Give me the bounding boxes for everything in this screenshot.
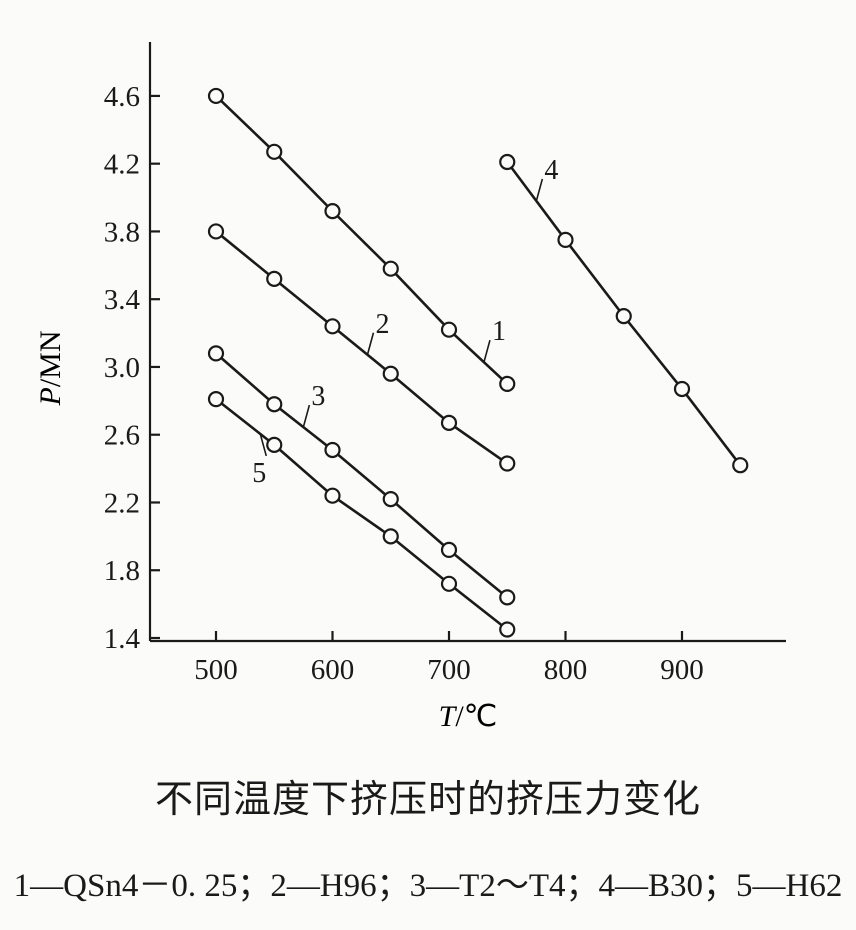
x-axis-unit: /℃ bbox=[455, 700, 497, 733]
data-point-marker bbox=[207, 345, 225, 362]
y-axis-label: P/MN bbox=[34, 330, 67, 406]
data-point-marker bbox=[440, 414, 458, 431]
y-tick-label: 3.8 bbox=[104, 216, 140, 248]
data-point-marker bbox=[673, 380, 691, 398]
data-point-marker bbox=[732, 457, 749, 474]
data-point-marker bbox=[207, 223, 225, 240]
x-tick-label: 900 bbox=[660, 654, 704, 686]
x-tick-label: 700 bbox=[427, 654, 471, 686]
data-point-marker bbox=[324, 487, 341, 504]
data-point-marker bbox=[440, 575, 458, 592]
y-tick-label: 2.6 bbox=[104, 420, 140, 452]
data-point-marker bbox=[499, 375, 516, 392]
y-axis-var: P bbox=[34, 387, 67, 406]
y-tick-label: 4.2 bbox=[104, 149, 140, 181]
y-tick-label: 3.4 bbox=[104, 284, 141, 316]
axes: 1.4 1.8 2.2 2.6 3.0 3.4 3.8 4.2 4.6 500 600 700 800 9… bbox=[104, 42, 786, 686]
series-line bbox=[215, 230, 508, 465]
series-leader-line bbox=[483, 340, 491, 363]
figure-title: 不同温度下挤压时的挤压力变化 bbox=[154, 777, 701, 821]
data-point-marker bbox=[557, 231, 574, 249]
data-point-marker bbox=[266, 270, 283, 287]
series-line bbox=[215, 352, 509, 599]
series-number-label: 4 bbox=[544, 155, 558, 186]
data-point-marker bbox=[499, 589, 516, 606]
x-axis-var: T bbox=[439, 700, 458, 733]
x-tick-label: 500 bbox=[194, 654, 238, 686]
data-point-marker bbox=[499, 455, 516, 472]
y-tick-label: 2.2 bbox=[104, 487, 140, 519]
series-number-label: 1 bbox=[492, 316, 506, 347]
data-point-marker bbox=[324, 441, 341, 459]
data-point-marker bbox=[266, 396, 283, 413]
data-point-marker bbox=[266, 143, 283, 160]
data-point-marker bbox=[440, 321, 458, 338]
y-tick-label: 1.4 bbox=[104, 623, 141, 655]
data-point-marker bbox=[207, 87, 225, 105]
data-point-marker bbox=[382, 260, 399, 277]
series-number-label: 3 bbox=[311, 381, 325, 412]
x-axis-label: T/℃ bbox=[439, 700, 498, 733]
y-tick-label: 3.0 bbox=[104, 352, 140, 384]
data-point-marker bbox=[266, 436, 283, 453]
series-number-label: 5 bbox=[252, 458, 266, 489]
data-point-marker bbox=[324, 318, 341, 335]
series-leader-line bbox=[535, 178, 544, 202]
x-tick-label: 600 bbox=[311, 654, 355, 686]
series-leader-line bbox=[366, 332, 375, 355]
data-point-marker bbox=[382, 365, 399, 382]
plot-area: 1 2 3 4 5 bbox=[207, 87, 749, 638]
series-leader-line bbox=[302, 404, 311, 428]
series-2: 2 bbox=[207, 223, 516, 472]
data-point-marker bbox=[440, 541, 458, 559]
data-point-marker bbox=[499, 621, 516, 638]
y-tick-label: 1.8 bbox=[104, 555, 140, 587]
series-4: 4 bbox=[499, 153, 749, 474]
series-number-label: 2 bbox=[375, 309, 389, 340]
data-point-marker bbox=[324, 203, 341, 220]
series-leader-line bbox=[259, 433, 268, 457]
y-axis-unit: /MN bbox=[34, 330, 67, 387]
series-line bbox=[215, 94, 509, 385]
data-point-marker bbox=[382, 490, 399, 508]
series-line bbox=[215, 398, 509, 631]
series-1: 1 bbox=[207, 87, 516, 392]
legend-text: 1—QSn4－0. 25；2—H96；3—T2～T4；4—B30；5—H62 bbox=[13, 868, 843, 904]
x-tick-label: 800 bbox=[544, 654, 588, 686]
data-point-marker bbox=[207, 391, 225, 408]
series-3: 3 bbox=[207, 345, 516, 606]
data-point-marker bbox=[382, 528, 399, 545]
data-point-marker bbox=[615, 308, 632, 325]
data-point-marker bbox=[499, 153, 516, 171]
y-tick-label: 4.6 bbox=[104, 81, 140, 113]
line-chart: 1.4 1.8 2.2 2.6 3.0 3.4 3.8 4.2 4.6 500 600 700 800 9… bbox=[34, 42, 786, 733]
series-5: 5 bbox=[207, 391, 516, 638]
